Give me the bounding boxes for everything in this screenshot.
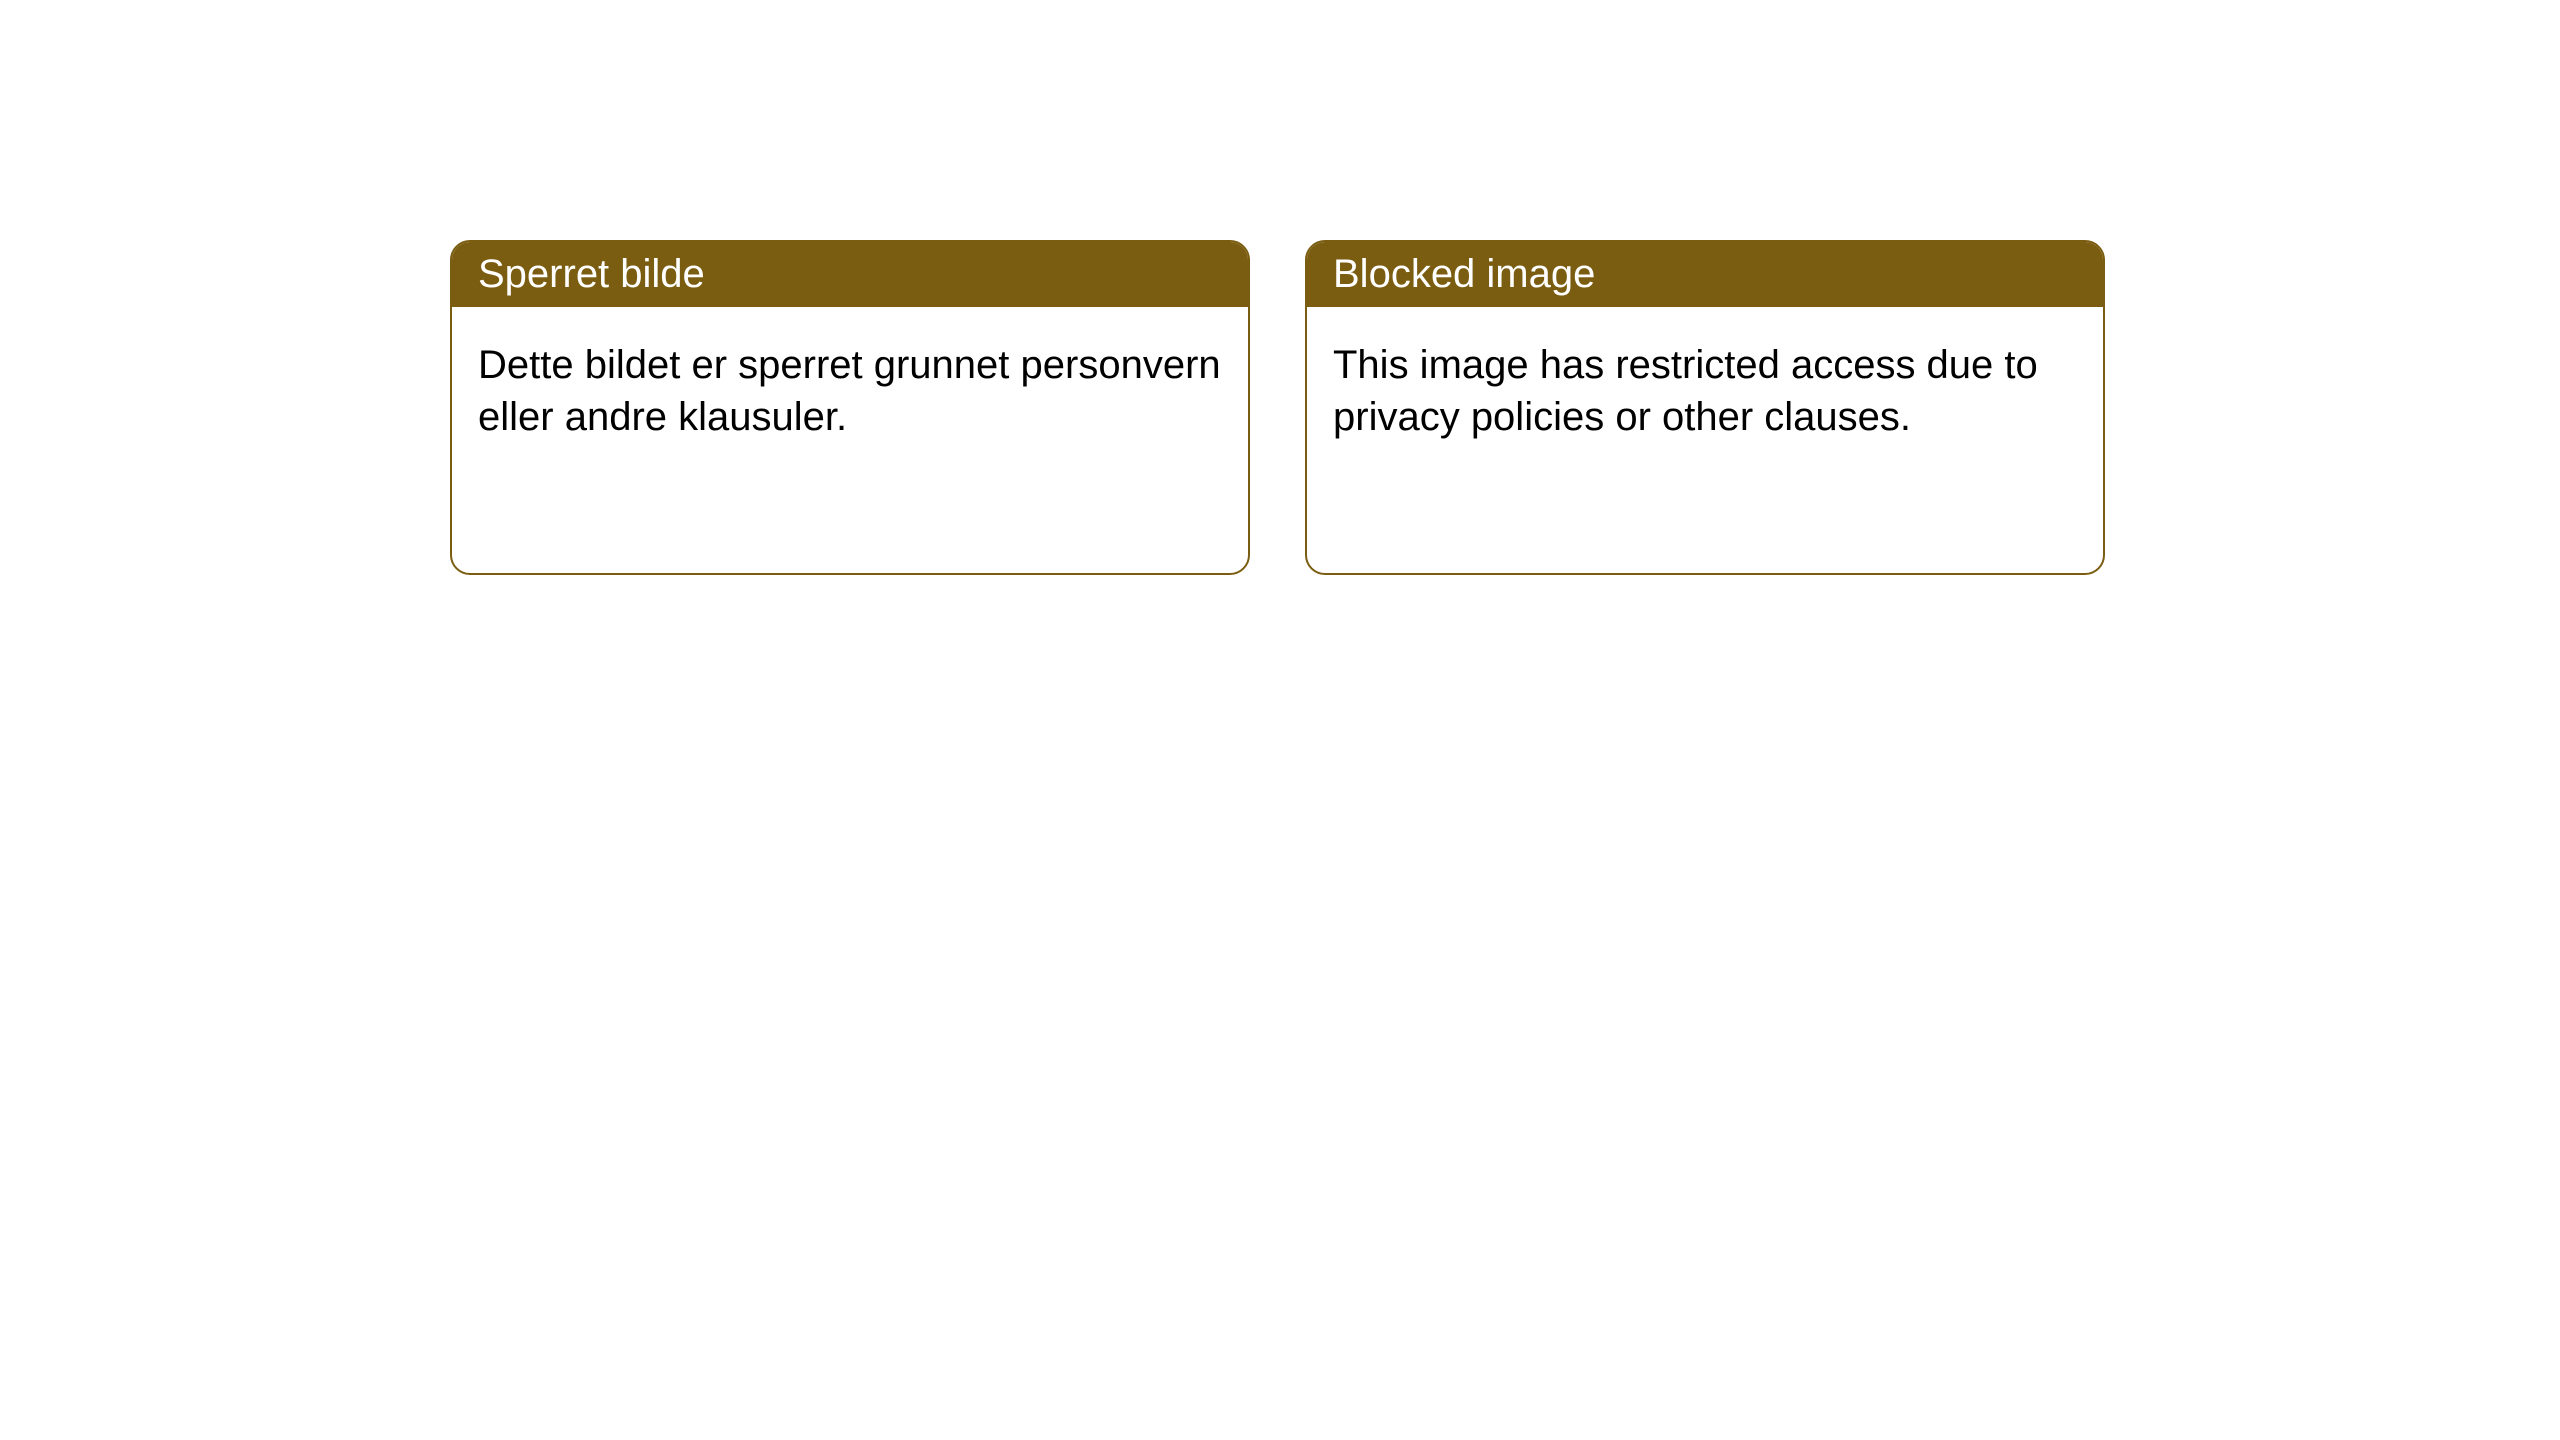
notice-title-norwegian: Sperret bilde (452, 242, 1248, 307)
notice-container: Sperret bilde Dette bildet er sperret gr… (450, 240, 2105, 575)
notice-card-norwegian: Sperret bilde Dette bildet er sperret gr… (450, 240, 1250, 575)
notice-card-english: Blocked image This image has restricted … (1305, 240, 2105, 575)
notice-body-english: This image has restricted access due to … (1307, 307, 2103, 475)
notice-body-norwegian: Dette bildet er sperret grunnet personve… (452, 307, 1248, 475)
notice-title-english: Blocked image (1307, 242, 2103, 307)
